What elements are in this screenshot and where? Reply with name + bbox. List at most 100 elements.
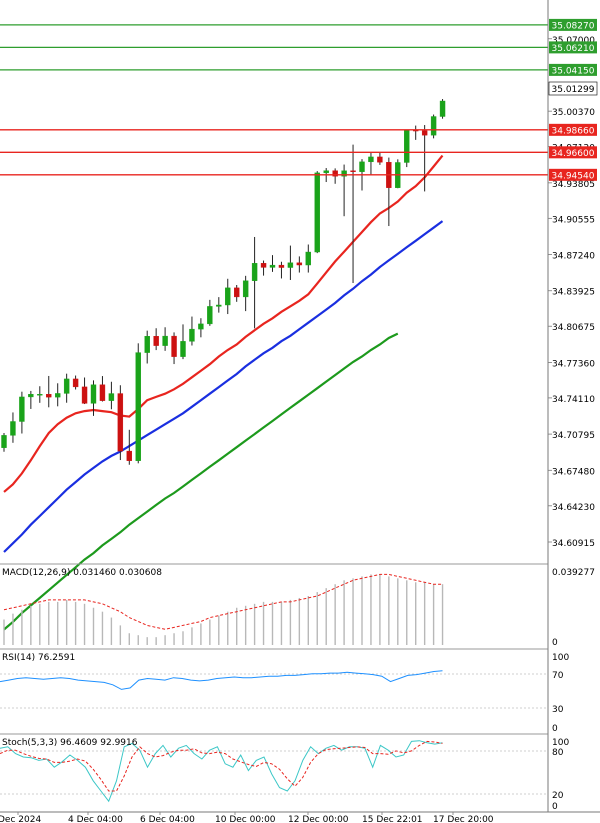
rsi-title: RSI(14) 76.2591	[2, 653, 75, 663]
price-axis: 35.0700035.0037034.9712034.9380534.90555…	[548, 36, 595, 549]
level-label-bg	[549, 168, 597, 181]
stoch-pane: Stoch(5,3,3) 96.4609 92.9916 100 80 20 0	[0, 738, 569, 812]
candle-body	[359, 161, 365, 172]
time-tick-label: 17 Dec 20:00	[433, 815, 494, 823]
level-label: 34.96600	[552, 149, 595, 159]
level-label: 35.04150	[552, 66, 595, 76]
candle-body	[305, 251, 311, 266]
candle-body	[421, 130, 428, 136]
candle-body	[162, 335, 168, 346]
candle-body	[72, 378, 79, 388]
candle-body	[144, 336, 150, 353]
moving-averages	[3, 154, 444, 631]
price-tick-label: 34.77360	[552, 359, 595, 369]
level-label: 34.98660	[552, 126, 595, 136]
macd-axis-zero: 0	[552, 638, 558, 648]
candle-body	[430, 116, 437, 136]
stoch-axis-100: 100	[552, 738, 569, 748]
main-pane: 35.0700035.0037034.9712034.9380534.90555…	[0, 18, 598, 631]
candle-body	[216, 304, 222, 307]
macd-histogram	[3, 574, 444, 645]
candle-body	[296, 262, 303, 266]
rsi-line	[0, 670, 443, 690]
time-tick-label: 4 Dec 04:00	[68, 815, 123, 823]
candle-body	[269, 264, 276, 268]
candle-body	[99, 384, 106, 401]
candle-body	[323, 170, 329, 174]
candle-body	[28, 393, 34, 398]
ma-long-line	[3, 332, 399, 631]
candle-body	[19, 396, 25, 422]
level-lines: 35.08270 35.06210 35.04150 34.98660 34.96600…	[0, 18, 597, 181]
candle-body	[350, 170, 356, 172]
candle-body	[81, 386, 88, 404]
candle-body	[126, 450, 133, 461]
stoch-axis-80: 80	[552, 748, 564, 758]
candle-body	[153, 336, 159, 346]
level-label-bg	[549, 146, 597, 159]
candle-body	[404, 129, 410, 163]
stoch-d-line	[0, 740, 443, 792]
candle-body	[108, 393, 115, 401]
candle-body	[180, 341, 186, 357]
candle-body	[332, 170, 338, 177]
level-label: 34.94540	[552, 171, 595, 181]
rsi-pane: RSI(14) 76.2591 100 70 30 0	[0, 653, 569, 734]
candle-body	[37, 393, 43, 396]
candle-body	[260, 263, 267, 268]
price-tick-label: 35.07000	[552, 36, 595, 46]
price-tick-label: 35.00370	[552, 108, 595, 118]
time-tick-label: 12 Dec 00:00	[288, 815, 349, 823]
candle-body	[207, 306, 213, 325]
candle-body	[341, 170, 347, 177]
level-label-bg	[549, 41, 597, 54]
price-tick-label: 34.74110	[552, 395, 595, 405]
candle-body	[251, 263, 258, 281]
price-tick-label: 34.87240	[552, 252, 595, 262]
price-tick-label: 34.83925	[552, 288, 595, 298]
price-tick-label: 34.80675	[552, 323, 595, 333]
candle-body	[63, 378, 70, 394]
candlesticks	[1, 99, 446, 465]
price-tick-label: 34.60915	[552, 539, 595, 549]
level-label: 35.06210	[552, 44, 595, 54]
candle-body	[46, 393, 52, 398]
rsi-axis-0: 0	[552, 724, 558, 734]
level-label-bg	[549, 123, 597, 136]
level-label: 35.08270	[552, 21, 595, 31]
price-tick-label: 34.70795	[552, 431, 595, 441]
candle-body	[198, 323, 204, 330]
stoch-k-line	[0, 740, 443, 803]
candle-body	[90, 384, 97, 404]
candle-body	[10, 421, 16, 436]
macd-axis-top: 0.039277	[552, 568, 595, 578]
rsi-axis-100: 100	[552, 653, 569, 663]
price-tick-label: 34.67480	[552, 467, 595, 477]
price-tick-label: 34.93805	[552, 180, 595, 190]
level-label-bg	[549, 63, 597, 76]
stoch-title: Stoch(5,3,3) 96.4609 92.9916	[2, 738, 138, 748]
candle-body	[314, 172, 320, 253]
candle-body	[189, 328, 195, 342]
candle-body	[1, 435, 7, 448]
ma-short-line	[3, 154, 444, 493]
candle-body	[368, 156, 374, 163]
candle-body	[233, 287, 240, 298]
candle-body	[287, 262, 294, 268]
candle-body	[171, 335, 177, 357]
time-tick-label: 15 Dec 22:01	[362, 815, 423, 823]
ma-mid-line	[3, 220, 444, 553]
macd-signal-line	[3, 573, 443, 630]
level-label-bg	[549, 18, 597, 31]
macd-pane: MACD(12,26,9) 0.031460 0.030608 0.039277…	[2, 568, 595, 648]
time-tick-label: 10 Dec 00:00	[215, 815, 276, 823]
time-axis: Dec 2024 4 Dec 04:00 6 Dec 04:00 10 Dec 00:…	[0, 812, 494, 823]
current-price-label: 35.01299	[548, 81, 598, 96]
candle-body	[242, 280, 249, 298]
macd-title: MACD(12,26,9) 0.031460 0.030608	[2, 568, 162, 578]
candle-body	[55, 393, 61, 398]
candle-body	[225, 287, 231, 306]
candle-body	[135, 352, 141, 461]
stoch-axis-20: 20	[552, 791, 564, 801]
